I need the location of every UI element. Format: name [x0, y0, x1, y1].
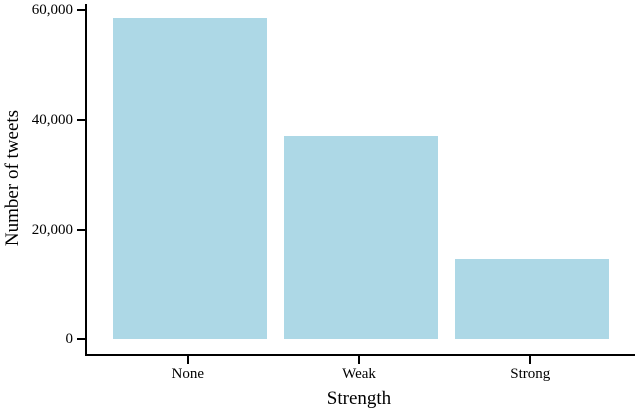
y-tick-label: 0	[65, 331, 74, 348]
x-tick-mark	[358, 356, 360, 364]
x-tick-mark	[186, 356, 189, 364]
y-tick-mark	[77, 338, 85, 341]
y-tick-label: 40,000	[31, 111, 73, 128]
y-tick-mark	[77, 9, 85, 12]
x-axis-title: Strength	[326, 388, 392, 409]
x-tick-label: Strong	[510, 366, 551, 382]
bar-none	[112, 18, 267, 340]
x-tick-label: Weak	[342, 366, 376, 382]
y-tick-label: 60,000	[31, 2, 73, 19]
bar-strong	[455, 258, 610, 340]
x-tick-label: None	[171, 366, 205, 382]
bar-weak	[283, 136, 439, 340]
y-tick-label: 20,000	[31, 221, 73, 238]
y-tick-mark	[77, 228, 85, 231]
x-tick-mark	[529, 356, 532, 364]
y-tick-mark	[77, 118, 85, 121]
plot-area	[85, 4, 635, 356]
